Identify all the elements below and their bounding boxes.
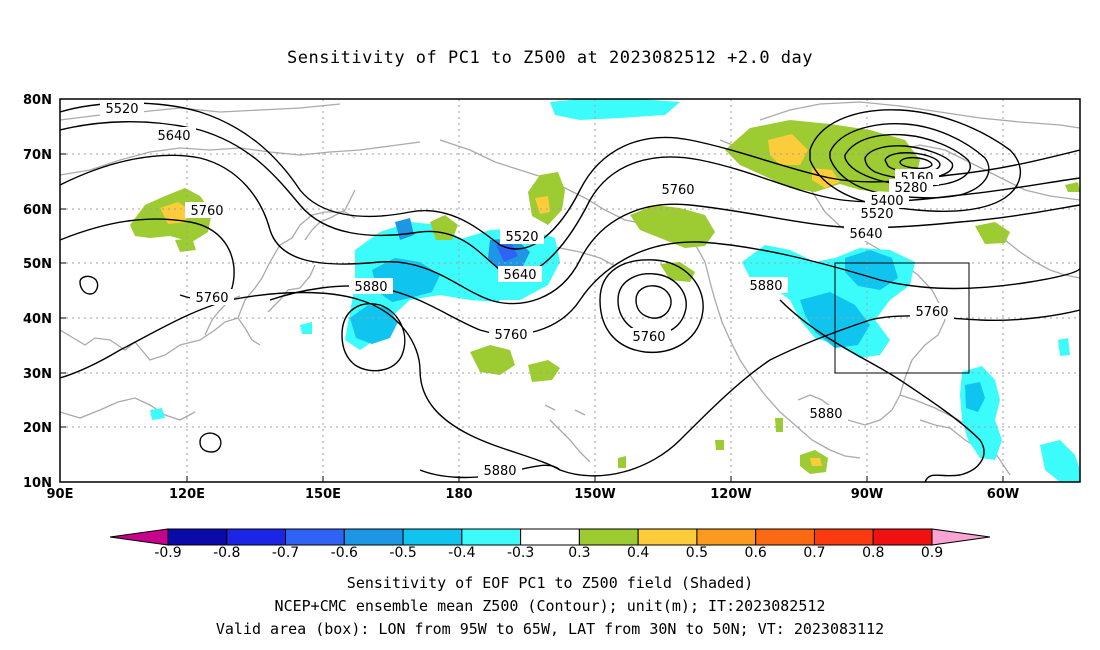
axis-ticks xyxy=(59,98,1004,482)
colorbar-cell xyxy=(578,528,639,546)
colorbar-right-tip xyxy=(931,528,991,546)
contour-label-group: 5520 5640 5760 5760 5880 5520 5640 5760 … xyxy=(100,100,954,479)
contour-label-5880-c: 5880 xyxy=(809,407,842,422)
contour-label-5520-b: 5520 xyxy=(505,230,538,245)
colorbar-cell xyxy=(402,528,463,546)
contour-label-5640-b: 5640 xyxy=(503,268,536,283)
caption-valid-area: Valid area (box): LON from 95W to 65W, L… xyxy=(215,620,885,638)
colorbar-label: -0.5 xyxy=(389,545,416,561)
colorbar-label: 0.6 xyxy=(745,545,767,561)
contour-label-5760-e: 5760 xyxy=(632,330,665,345)
lat-label: 40N xyxy=(23,312,52,327)
colorbar-cell xyxy=(343,528,404,546)
lat-label: 70N xyxy=(23,148,52,163)
colorbar-cell xyxy=(755,528,815,546)
lat-label: 30N xyxy=(23,367,52,382)
lat-label: 50N xyxy=(23,257,52,272)
contour-label-5760-a: 5760 xyxy=(190,204,223,219)
lat-label: 60N xyxy=(23,203,52,218)
lon-label: 90E xyxy=(47,487,74,502)
caption-contour: NCEP+CMC ensemble mean Z500 (Contour); u… xyxy=(274,597,826,615)
colorbar-label: -0.8 xyxy=(213,545,240,561)
contour-label-5760-b: 5760 xyxy=(195,291,228,306)
colorbar-label: -0.3 xyxy=(507,545,534,561)
contour-label-5760-c: 5760 xyxy=(494,328,527,343)
contour-label-5880-d: 5880 xyxy=(483,464,516,479)
lon-label: 90W xyxy=(851,487,883,502)
lat-label: 20N xyxy=(23,421,52,436)
latitude-labels: 80N 70N 60N 50N 40N 30N 20N 10N xyxy=(23,93,52,491)
longitude-labels: 90E 120E 150E 180 150W 120W 90W 60W xyxy=(47,487,1020,502)
contour-label-5880-b: 5880 xyxy=(749,279,782,294)
contour-label-5640-c: 5640 xyxy=(849,227,882,242)
colorbar-label: 0.4 xyxy=(627,545,649,561)
chart-title: Sensitivity of PC1 to Z500 at 2023082512… xyxy=(286,48,813,68)
lat-label: 80N xyxy=(23,93,52,108)
valid-area-box xyxy=(834,262,970,374)
colorbar-label: -0.7 xyxy=(272,545,299,561)
colorbar-cell xyxy=(872,528,933,546)
colorbar-label: 0.9 xyxy=(921,545,943,561)
lon-label: 60W xyxy=(987,487,1019,502)
caption-shading: Sensitivity of EOF PC1 to Z500 field (Sh… xyxy=(346,574,754,592)
contour-label-5640-a: 5640 xyxy=(157,129,190,144)
colorbar-label: 0.8 xyxy=(862,545,884,561)
contour-label-5520-c: 5520 xyxy=(860,207,893,222)
colorbar-cell xyxy=(637,528,698,546)
contour-label-5760-f: 5760 xyxy=(915,305,948,320)
colorbar-label: -0.4 xyxy=(448,545,475,561)
colorbar-label: 0.5 xyxy=(686,545,708,561)
negative-sensitivity-shading xyxy=(150,99,1080,482)
colorbar-cell xyxy=(813,528,874,546)
lon-label: 150E xyxy=(305,487,341,502)
colorbar-cell xyxy=(167,528,228,546)
colorbar-label: 0.7 xyxy=(803,545,825,561)
map-frame xyxy=(59,98,1081,483)
colorbar-cell xyxy=(285,528,345,546)
lon-label: 150W xyxy=(574,487,615,502)
colorbar-label: -0.9 xyxy=(154,545,181,561)
colorbar-cell xyxy=(461,528,522,546)
contour-label-5520-a: 5520 xyxy=(105,102,138,117)
lon-label: 120E xyxy=(169,487,205,502)
coastlines xyxy=(60,101,1080,476)
lon-label: 120W xyxy=(710,487,751,502)
colorbar-cell xyxy=(520,528,580,546)
colorbar: -0.9 -0.8 -0.7 -0.6 -0.5 -0.4 -0.3 0.3 0.4 0.5 0.6… xyxy=(109,528,991,561)
colorbar-label: -0.6 xyxy=(331,545,358,561)
contour-label-5760-d: 5760 xyxy=(661,183,694,198)
colorbar-cell xyxy=(226,528,287,546)
lon-label: 180 xyxy=(445,487,472,502)
positive-sensitivity-shading xyxy=(130,120,1080,474)
lat-label: 10N xyxy=(23,476,52,491)
contour-label-5880-a: 5880 xyxy=(354,280,387,295)
colorbar-label: 0.3 xyxy=(568,545,590,561)
colorbar-left-tip xyxy=(109,528,169,546)
colorbar-cell xyxy=(696,528,757,546)
